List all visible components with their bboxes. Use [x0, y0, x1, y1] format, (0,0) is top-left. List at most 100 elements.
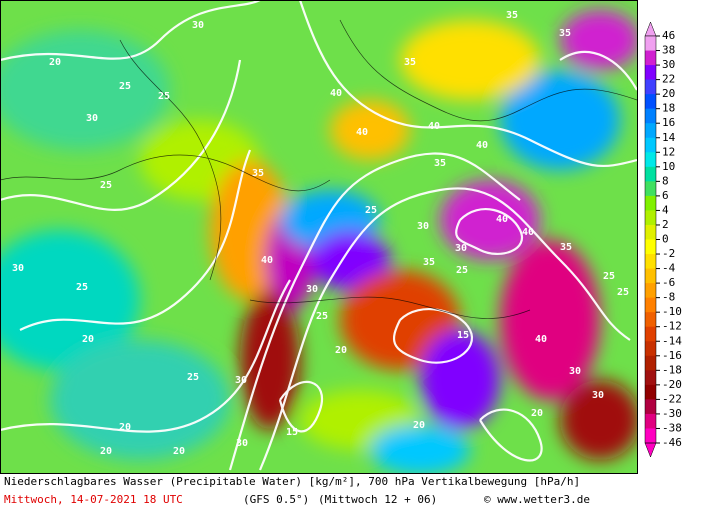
contour-label: 35	[506, 10, 518, 21]
contour-label: 25	[365, 205, 377, 216]
contour-label: 20	[173, 446, 185, 457]
colorbar-arrow-bottom	[644, 442, 657, 458]
contour-label: 30	[235, 375, 247, 386]
contour-label: 40	[535, 334, 547, 345]
contour-label: 20	[413, 420, 425, 431]
colorbar-band	[645, 268, 656, 284]
contour-label: 30	[592, 390, 604, 401]
colorbar-tick-label: -6	[662, 276, 675, 289]
colorbar-tick-label: 22	[662, 73, 675, 86]
colorbar-band	[645, 370, 656, 386]
caption-run: (Mittwoch 12 + 06)	[318, 493, 437, 506]
colorbar-tick-label: 6	[662, 189, 669, 202]
colorbar-tick-label: -4	[662, 262, 676, 275]
colorbar-tick-label: 20	[662, 87, 675, 100]
colorbar-tick-label: 0	[662, 233, 669, 246]
colorbar-tick-label: -14	[662, 334, 682, 347]
colorbar-tick-label: -46	[662, 436, 682, 449]
colorbar-band	[645, 297, 656, 313]
colorbar-tick-label: -2	[662, 247, 675, 260]
colorbar-tick-label: -38	[662, 421, 682, 434]
contour-label: 40	[261, 255, 273, 266]
colorbar-arrow-top	[644, 21, 657, 37]
contour-label: 20	[82, 334, 94, 345]
colorbar-band	[645, 79, 656, 95]
contour-label: 15	[457, 330, 469, 341]
contour-label: 40	[476, 140, 488, 151]
colorbar-tick-label: -30	[662, 407, 682, 420]
colorbar-band	[645, 152, 656, 168]
colorbar-band	[645, 428, 656, 444]
colorbar-tick-label: 38	[662, 44, 675, 57]
colorbar-band	[645, 239, 656, 255]
contour-label: 40	[356, 127, 368, 138]
colorbar-band	[645, 94, 656, 110]
colorbar-tick-label: 8	[662, 174, 669, 187]
contour-label: 25	[456, 265, 468, 276]
colorbar-band	[645, 195, 656, 211]
contour-label: 35	[559, 28, 571, 39]
contour-label: 35	[404, 57, 416, 68]
colorbar-tick-label: -16	[662, 349, 682, 362]
contour-label: 20	[335, 345, 347, 356]
caption-date: Mittwoch, 14-07-2021 18 UTC	[4, 493, 183, 506]
colorbar-band	[645, 326, 656, 342]
colorbar-band	[645, 355, 656, 371]
colorbar-tick-label: 2	[662, 218, 669, 231]
contour-label: 25	[158, 91, 170, 102]
contour-label: 25	[603, 271, 615, 282]
colorbar-band	[645, 181, 656, 197]
contour-label: 30	[192, 20, 204, 31]
colorbar-band	[645, 341, 656, 357]
contour-label: 30	[417, 221, 429, 232]
contour-label: 15	[286, 427, 298, 438]
colorbar-band	[645, 210, 656, 226]
contour-label: 30	[455, 243, 467, 254]
map-field	[0, 0, 637, 473]
contour-label: 40	[522, 227, 534, 238]
colorbar-band	[645, 312, 656, 328]
contour-label: 40	[330, 88, 342, 99]
colorbar-band	[645, 108, 656, 124]
colorbar-tick-label: 4	[662, 203, 669, 216]
map-frame	[0, 0, 638, 474]
colorbar-tick-label: -8	[662, 291, 675, 304]
colorbar-tick-label: 46	[662, 29, 675, 42]
contour-label: 40	[428, 121, 440, 132]
colorbar-tick-label: 18	[662, 102, 675, 115]
contour-labels: 20 30 25 30 25 30 35 40 40 40 35 35 35 40 35 25 30 25 20 25…	[12, 10, 629, 457]
contour-label: 25	[76, 282, 88, 293]
colorbar-tick-label: -22	[662, 392, 682, 405]
colorbar-band	[645, 384, 656, 400]
colorbar-tick-label: -10	[662, 305, 682, 318]
colorbar-tick-label: 10	[662, 160, 675, 173]
contour-label: 20	[49, 57, 61, 68]
colorbar-tick-label: -18	[662, 363, 682, 376]
contour-label: 35	[560, 242, 572, 253]
contour-label: 35	[252, 168, 264, 179]
colorbar-band	[645, 399, 656, 415]
colorbar-band	[645, 50, 656, 66]
contour-label: 25	[617, 287, 629, 298]
caption-model: (GFS 0.5°)	[243, 493, 309, 506]
caption-title: Niederschlagbares Wasser (Precipitable W…	[4, 475, 580, 488]
contour-label: 25	[119, 81, 131, 92]
colorbar-band	[645, 166, 656, 182]
colorbar-band	[645, 283, 656, 299]
caption-copyright: © www.wetter3.de	[484, 493, 590, 506]
contour-label: 25	[316, 311, 328, 322]
colorbar-band	[645, 137, 656, 153]
contour-label: 40	[496, 214, 508, 225]
colorbar-band	[645, 65, 656, 81]
contour-label: 35	[423, 257, 435, 268]
colorbar-band	[645, 254, 656, 270]
contour-label: 20	[531, 408, 543, 419]
colorbar-tick-label: 30	[662, 58, 675, 71]
contour-label: 25	[100, 180, 112, 191]
contour-label: 30	[86, 113, 98, 124]
contour-label: 30	[306, 284, 318, 295]
contour-label: 30	[12, 263, 24, 274]
colorbar-band	[645, 413, 656, 429]
